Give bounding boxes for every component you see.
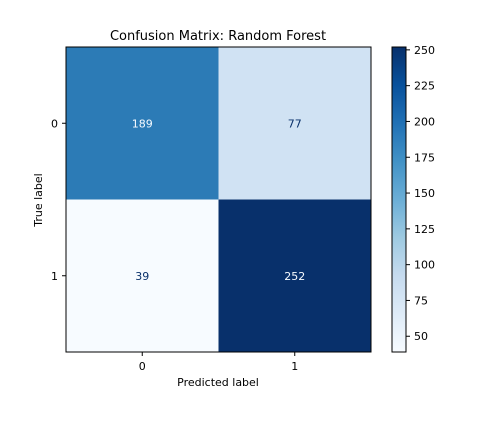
colorbar-tick-label: 200 bbox=[414, 115, 435, 128]
colorbar-tick-label: 150 bbox=[414, 187, 435, 200]
cell-value-label: 39 bbox=[135, 270, 149, 283]
y-tick-label: 0 bbox=[51, 117, 58, 130]
x-axis-label: Predicted label bbox=[177, 376, 259, 389]
chart-title: Confusion Matrix: Random Forest bbox=[110, 29, 326, 44]
colorbar-ticks: 50 75 100 125 150 175 200 225 250 bbox=[406, 44, 435, 343]
cell-value-label: 252 bbox=[284, 270, 305, 283]
colorbar-tick-label: 225 bbox=[414, 80, 435, 93]
colorbar-tick-label: 250 bbox=[414, 44, 435, 57]
cell-value-label: 189 bbox=[132, 117, 153, 130]
heatmap-cells: 189 77 39 252 bbox=[66, 47, 371, 352]
y-tick-label: 1 bbox=[51, 270, 58, 283]
colorbar-tick-label: 125 bbox=[414, 223, 435, 236]
x-tick-label: 1 bbox=[291, 360, 298, 373]
y-axis-label: True label bbox=[32, 173, 45, 227]
colorbar-tick-label: 100 bbox=[414, 259, 435, 272]
colorbar-tick-label: 175 bbox=[414, 151, 435, 164]
colorbar bbox=[392, 47, 406, 352]
cell-value-label: 77 bbox=[288, 117, 302, 130]
colorbar-tick-label: 50 bbox=[414, 330, 428, 343]
x-tick-label: 0 bbox=[139, 360, 146, 373]
colorbar-tick-label: 75 bbox=[414, 294, 428, 307]
y-axis-ticks: 01 bbox=[51, 117, 66, 283]
